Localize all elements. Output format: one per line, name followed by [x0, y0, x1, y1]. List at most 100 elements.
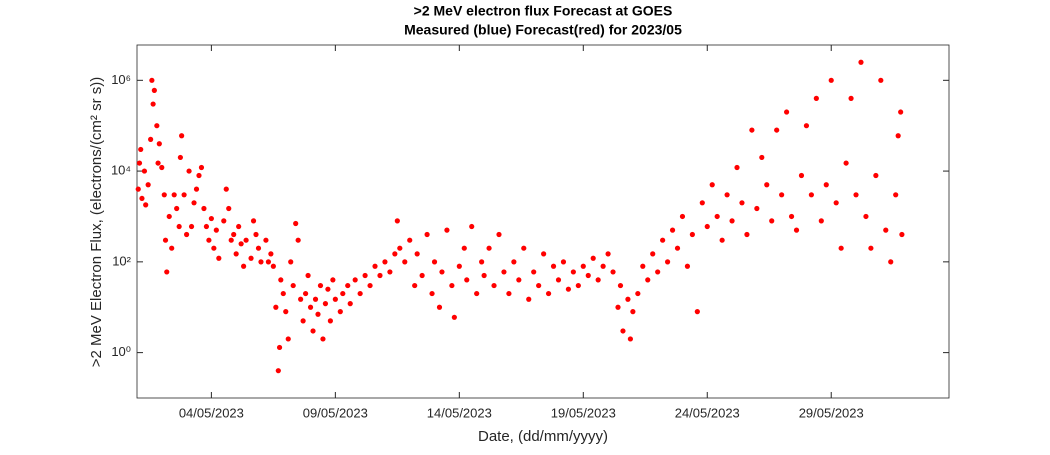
data-point [788, 213, 795, 220]
data-point [868, 245, 874, 251]
data-point [694, 309, 700, 315]
chart-title: >2 MeV electron flux Forecast at GOES [414, 3, 673, 19]
data-point [617, 282, 624, 289]
data-point [625, 296, 631, 302]
data-point [570, 269, 576, 275]
data-point [155, 160, 161, 166]
data-point [166, 213, 172, 220]
data-point [590, 255, 596, 261]
data-point [449, 282, 455, 289]
data-point [734, 164, 740, 171]
data-point [813, 95, 819, 101]
data-point [779, 192, 785, 198]
data-point [898, 109, 904, 115]
data-point [883, 227, 889, 233]
data-point [491, 282, 497, 289]
data-point [394, 218, 400, 224]
x-tick-label: 24/05/2023 [675, 405, 740, 420]
y-tick-label: 10⁴ [111, 163, 131, 178]
data-point [555, 277, 562, 283]
data-point [704, 223, 710, 230]
data-point [149, 77, 155, 83]
x-tick-label: 29/05/2023 [799, 405, 864, 420]
data-point [412, 282, 418, 289]
data-point [714, 213, 720, 220]
data-point [302, 290, 309, 297]
data-point [464, 277, 470, 283]
data-point [255, 245, 262, 251]
data-point [759, 154, 765, 161]
data-point [444, 227, 450, 233]
data-point [392, 251, 398, 257]
data-point [878, 77, 884, 83]
data-point [550, 263, 557, 269]
data-point [387, 269, 393, 275]
data-point [481, 272, 487, 279]
data-point [236, 223, 242, 230]
data-point [193, 186, 200, 192]
data-point [174, 205, 180, 212]
y-tick-label: 10² [112, 253, 131, 268]
data-point [156, 141, 162, 147]
data-point [206, 237, 212, 243]
data-point [888, 259, 894, 265]
data-point [290, 282, 296, 289]
data-point [176, 223, 182, 230]
data-point [679, 213, 686, 220]
data-point [143, 202, 149, 208]
data-point [585, 272, 591, 279]
data-point [159, 164, 165, 171]
data-point [327, 318, 333, 324]
data-point [456, 263, 462, 269]
data-point [419, 272, 425, 279]
data-point [171, 192, 177, 198]
data-point [650, 251, 656, 257]
data-point [828, 77, 834, 83]
data-point [347, 301, 353, 307]
data-point [141, 168, 148, 174]
data-point [161, 192, 167, 198]
data-point [136, 160, 143, 166]
data-point [322, 301, 329, 307]
data-point [221, 218, 227, 224]
data-point [243, 237, 249, 243]
data-point [357, 290, 363, 297]
data-point [223, 186, 229, 192]
data-point [863, 213, 869, 220]
data-point [474, 290, 480, 297]
data-point [451, 314, 457, 320]
data-point [238, 241, 244, 247]
data-point [320, 336, 326, 342]
data-point [664, 259, 671, 265]
data-point [424, 231, 430, 238]
data-point [521, 245, 527, 251]
data-point [575, 282, 581, 289]
data-point [848, 95, 854, 101]
data-point [276, 344, 283, 351]
data-point [461, 245, 467, 251]
data-point [595, 277, 601, 283]
data-point [298, 296, 304, 302]
data-point [803, 123, 810, 129]
data-point [162, 237, 169, 243]
data-point [177, 154, 183, 161]
data-point [496, 231, 502, 238]
data-point [630, 309, 636, 315]
data-point [352, 277, 358, 283]
data-point [843, 160, 849, 166]
x-tick-label: 04/05/2023 [179, 405, 244, 420]
data-point [689, 231, 695, 238]
data-point [362, 272, 368, 279]
data-point [148, 136, 154, 142]
data-point [382, 259, 388, 265]
data-point [270, 263, 276, 269]
data-point [295, 237, 301, 243]
y-tick-label: 10⁶ [111, 72, 131, 87]
data-point [818, 218, 824, 224]
data-point [216, 255, 222, 261]
data-point [793, 227, 800, 233]
data-point [340, 290, 346, 297]
data-point [749, 127, 755, 133]
data-point [414, 251, 420, 257]
data-point [312, 296, 319, 302]
